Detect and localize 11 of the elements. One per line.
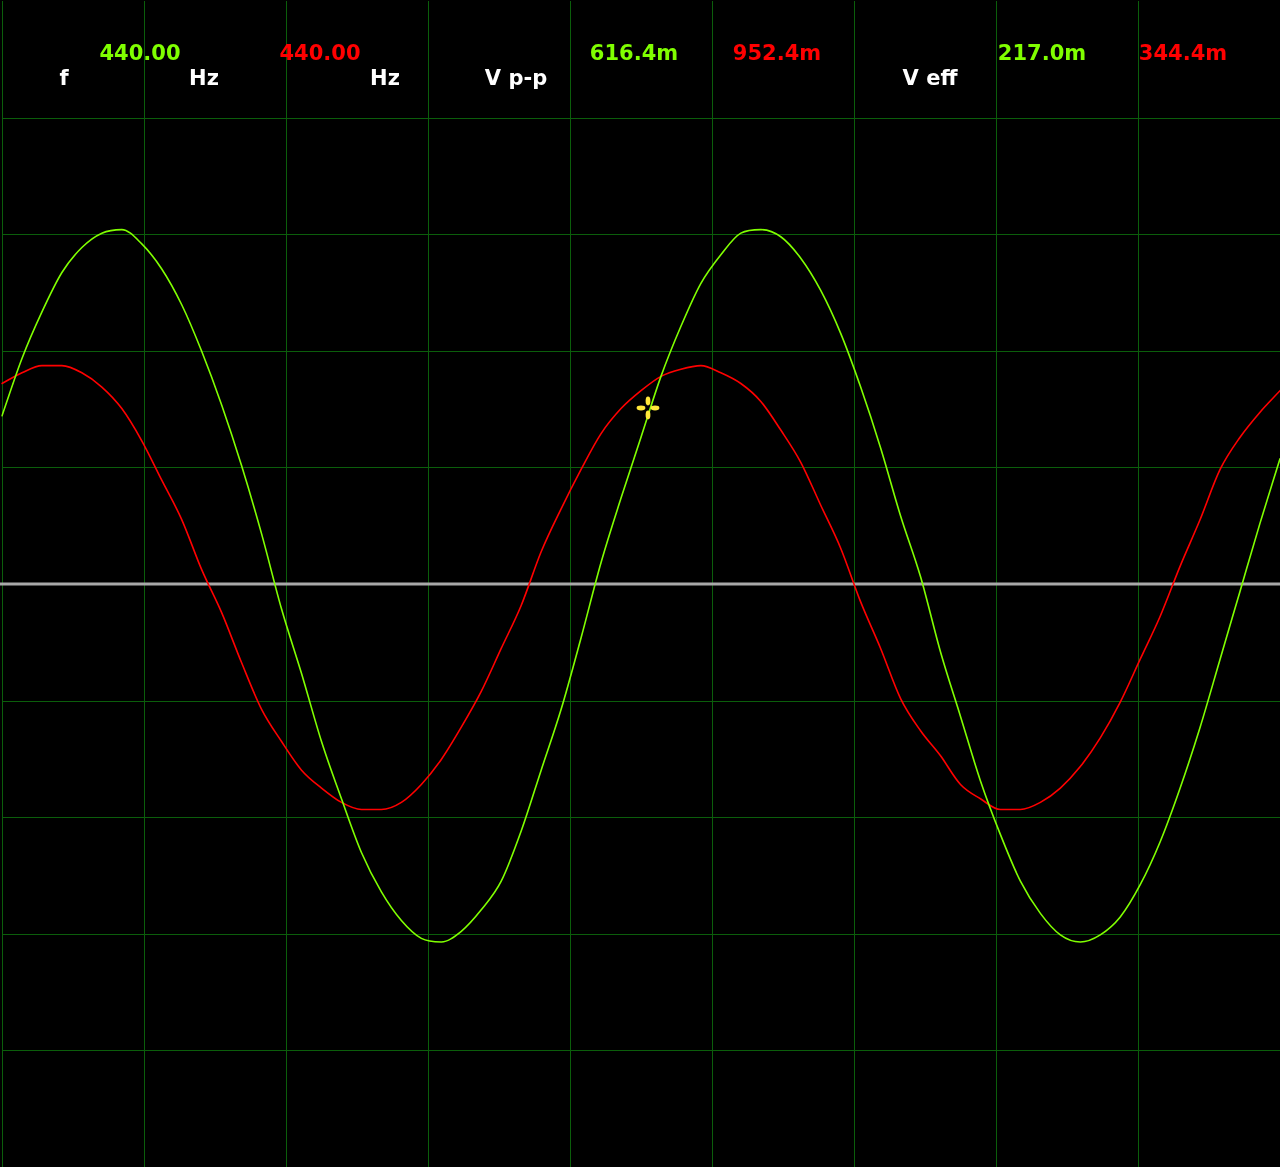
text: 616.4m — [589, 41, 679, 66]
text: f — [59, 66, 70, 91]
text: Hz — [370, 66, 400, 91]
text: 440.00 — [99, 41, 181, 66]
text: 440.00 — [279, 41, 361, 66]
text: V p-p — [484, 66, 548, 91]
text: Hz — [189, 66, 219, 91]
text: V eff — [902, 66, 959, 91]
text: 344.4m — [1138, 41, 1228, 66]
text: 952.4m — [732, 41, 822, 66]
text: 217.0m — [997, 41, 1087, 66]
